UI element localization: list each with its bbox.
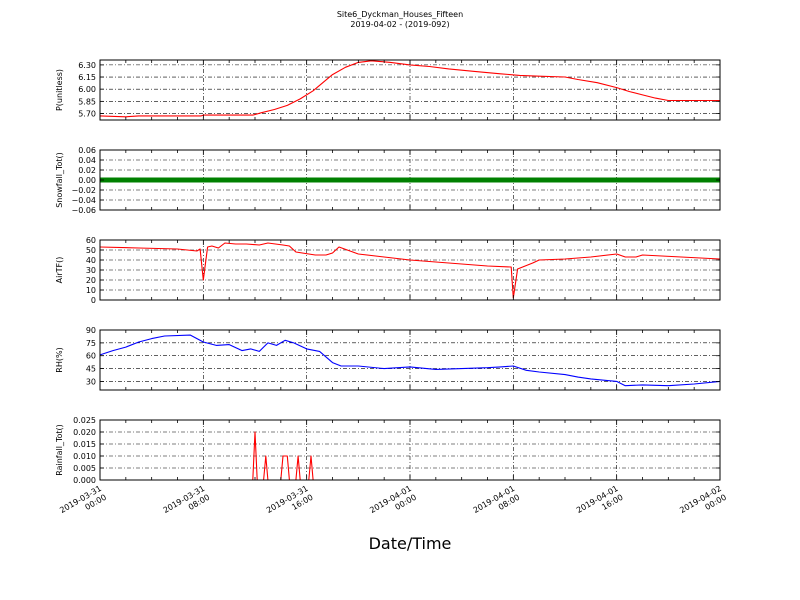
y-tick-label: 0.005 <box>73 464 96 473</box>
y-axis-label-0: P(unitless) <box>55 69 64 111</box>
y-axis-label-2: AirTF() <box>55 257 64 284</box>
series-line-2 <box>99 242 721 299</box>
x-tick-label: 2019-04-0108:00 <box>472 484 522 524</box>
y-axis-label-4: Rainfall_Tot() <box>55 424 64 476</box>
y-tick-label: 6.00 <box>78 85 96 94</box>
y-tick-label: 0.010 <box>73 452 96 461</box>
x-tick-label: 2019-03-3100:00 <box>58 484 108 524</box>
y-axis-label-3: RH(%) <box>55 347 64 372</box>
y-tick-label: 30 <box>86 266 96 275</box>
y-tick-label: 50 <box>86 246 96 255</box>
series-line-4 <box>100 431 720 481</box>
x-tick-label: 2019-03-3108:00 <box>162 484 212 524</box>
x-axis-label: Date/Time <box>368 534 452 553</box>
chart-title-block: Site6_Dyckman_Houses_Fifteen 2019-04-02 … <box>0 10 800 30</box>
y-tick-label: 0.04 <box>78 156 96 165</box>
y-tick-label: 0.02 <box>78 166 96 175</box>
y-tick-label: 0.015 <box>73 440 96 449</box>
y-tick-label: 0.025 <box>73 416 96 425</box>
y-tick-label: 0 <box>91 296 96 305</box>
y-tick-label: 0.00 <box>78 176 96 185</box>
y-tick-label: 40 <box>86 256 96 265</box>
series-line-0 <box>99 60 720 118</box>
y-tick-label: 90 <box>86 326 96 335</box>
y-tick-label: 0.000 <box>73 476 96 485</box>
y-tick-label: −0.04 <box>71 196 96 205</box>
y-axis-label-1: Snowfall_Tot() <box>55 152 64 208</box>
chart-subtitle: 2019-04-02 - (2019-092) <box>350 20 450 29</box>
y-tick-label: 6.15 <box>78 73 96 82</box>
y-tick-label: 60 <box>86 352 96 361</box>
x-tick-label: 2019-04-0116:00 <box>575 484 625 524</box>
x-tick-label: 2019-04-0100:00 <box>368 484 418 524</box>
y-tick-label: 6.30 <box>78 61 96 70</box>
x-tick-label: 2019-04-0200:00 <box>678 484 728 524</box>
y-tick-label: 20 <box>86 276 96 285</box>
y-tick-label: 0.020 <box>73 428 96 437</box>
y-tick-label: 10 <box>86 286 96 295</box>
y-tick-label: 0.06 <box>78 146 96 155</box>
y-tick-label: 75 <box>86 339 96 348</box>
y-tick-label: 30 <box>86 377 96 386</box>
y-tick-label: −0.06 <box>71 206 96 215</box>
y-tick-label: 5.85 <box>78 97 96 106</box>
series-line-3 <box>99 334 721 387</box>
y-tick-label: −0.02 <box>71 186 96 195</box>
chart-title: Site6_Dyckman_Houses_Fifteen <box>336 10 464 19</box>
y-tick-label: 45 <box>86 365 96 374</box>
y-tick-label: 60 <box>86 236 96 245</box>
y-tick-label: 5.70 <box>78 110 96 119</box>
x-tick-label: 2019-03-3116:00 <box>265 484 315 524</box>
